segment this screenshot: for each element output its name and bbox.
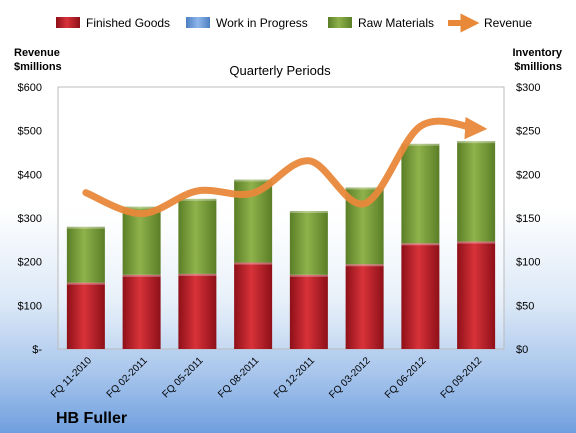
legend-label-work-in-progress: Work in Progress (216, 16, 308, 30)
bar-raw-materials (457, 141, 496, 242)
legend-swatch-finished-goods (56, 17, 80, 28)
bar-finished-goods (178, 273, 217, 349)
right-tick-label: $0 (516, 344, 528, 356)
x-tick-label: FQ 05-2011 (161, 355, 206, 400)
left-tick-label: $100 (18, 300, 42, 312)
bar-cap-raw-materials (401, 141, 440, 146)
left-tick-label: $200 (18, 257, 42, 269)
right-tick-label: $200 (516, 169, 540, 181)
legend-swatch-work-in-progress (186, 17, 210, 28)
bar-finished-goods (457, 241, 496, 349)
left-tick-label: $- (32, 344, 42, 356)
bar-cap-raw-materials (289, 209, 328, 214)
bar-finished-goods (122, 274, 161, 349)
right-tick-label: $150 (516, 213, 540, 225)
x-tick-label: FQ 12-2011 (272, 355, 317, 400)
legend-label-raw-materials: Raw Materials (358, 16, 434, 30)
left-tick-label: $500 (18, 126, 42, 138)
legend-label-finished-goods: Finished Goods (86, 16, 170, 30)
bar-cap-raw-materials (345, 185, 384, 190)
x-tick-label: FQ 06-2012 (383, 355, 429, 401)
left-axis-title-line2: $millions (14, 61, 62, 73)
legend-label-revenue: Revenue (484, 16, 532, 30)
bar-raw-materials (66, 226, 105, 283)
bar-raw-materials (401, 143, 440, 244)
bar-raw-materials (122, 206, 161, 275)
x-tick-label: FQ 09-2012 (439, 355, 485, 401)
bar-finished-goods (289, 274, 328, 349)
left-axis-title-line1: Revenue (14, 47, 60, 59)
revenue-line (82, 116, 488, 218)
right-tick-label: $250 (516, 126, 540, 138)
right-tick-label: $300 (516, 82, 540, 94)
right-axis-title-line1: Inventory (512, 47, 562, 59)
legend-swatch-raw-materials (328, 17, 352, 28)
left-tick-label: $400 (18, 169, 42, 181)
left-tick-label: $600 (18, 82, 42, 94)
left-axis: $- $100 $200 $300 $400 $500 $600 (18, 82, 43, 356)
bar-cap-raw-materials (234, 177, 273, 182)
x-axis: FQ 11-2010 FQ 02-2011 FQ 05-2011 FQ 08-2011… (49, 355, 485, 401)
bar-cap-raw-materials (122, 204, 161, 209)
x-tick-label: FQ 03-2012 (327, 355, 373, 401)
x-tick-label: FQ 11-2010 (49, 355, 94, 400)
bar-finished-goods (66, 282, 105, 349)
chart-subtitle: Quarterly Periods (229, 63, 331, 78)
company-name: HB Fuller (56, 410, 127, 427)
bar-raw-materials (289, 211, 328, 275)
bar-finished-goods (345, 264, 384, 349)
x-tick-label: FQ 08-2011 (216, 355, 261, 400)
right-tick-label: $50 (516, 300, 534, 312)
bar-finished-goods (401, 243, 440, 349)
bar-finished-goods (234, 262, 273, 349)
bar-stacks (66, 139, 496, 349)
right-axis: $0 $50 $100 $150 $200 $250 $300 (516, 82, 540, 356)
bar-cap-raw-materials (66, 224, 105, 229)
left-tick-label: $300 (18, 213, 42, 225)
bar-raw-materials (178, 198, 217, 274)
legend: Finished Goods Work in Progress Raw Mate… (56, 13, 532, 33)
right-axis-title-line2: $millions (514, 61, 562, 73)
x-tick-label: FQ 02-2011 (105, 355, 150, 400)
revenue-series (82, 116, 488, 218)
bar-cap-raw-materials (457, 139, 496, 144)
bar-cap-raw-materials (178, 196, 217, 201)
right-tick-label: $100 (516, 257, 540, 269)
